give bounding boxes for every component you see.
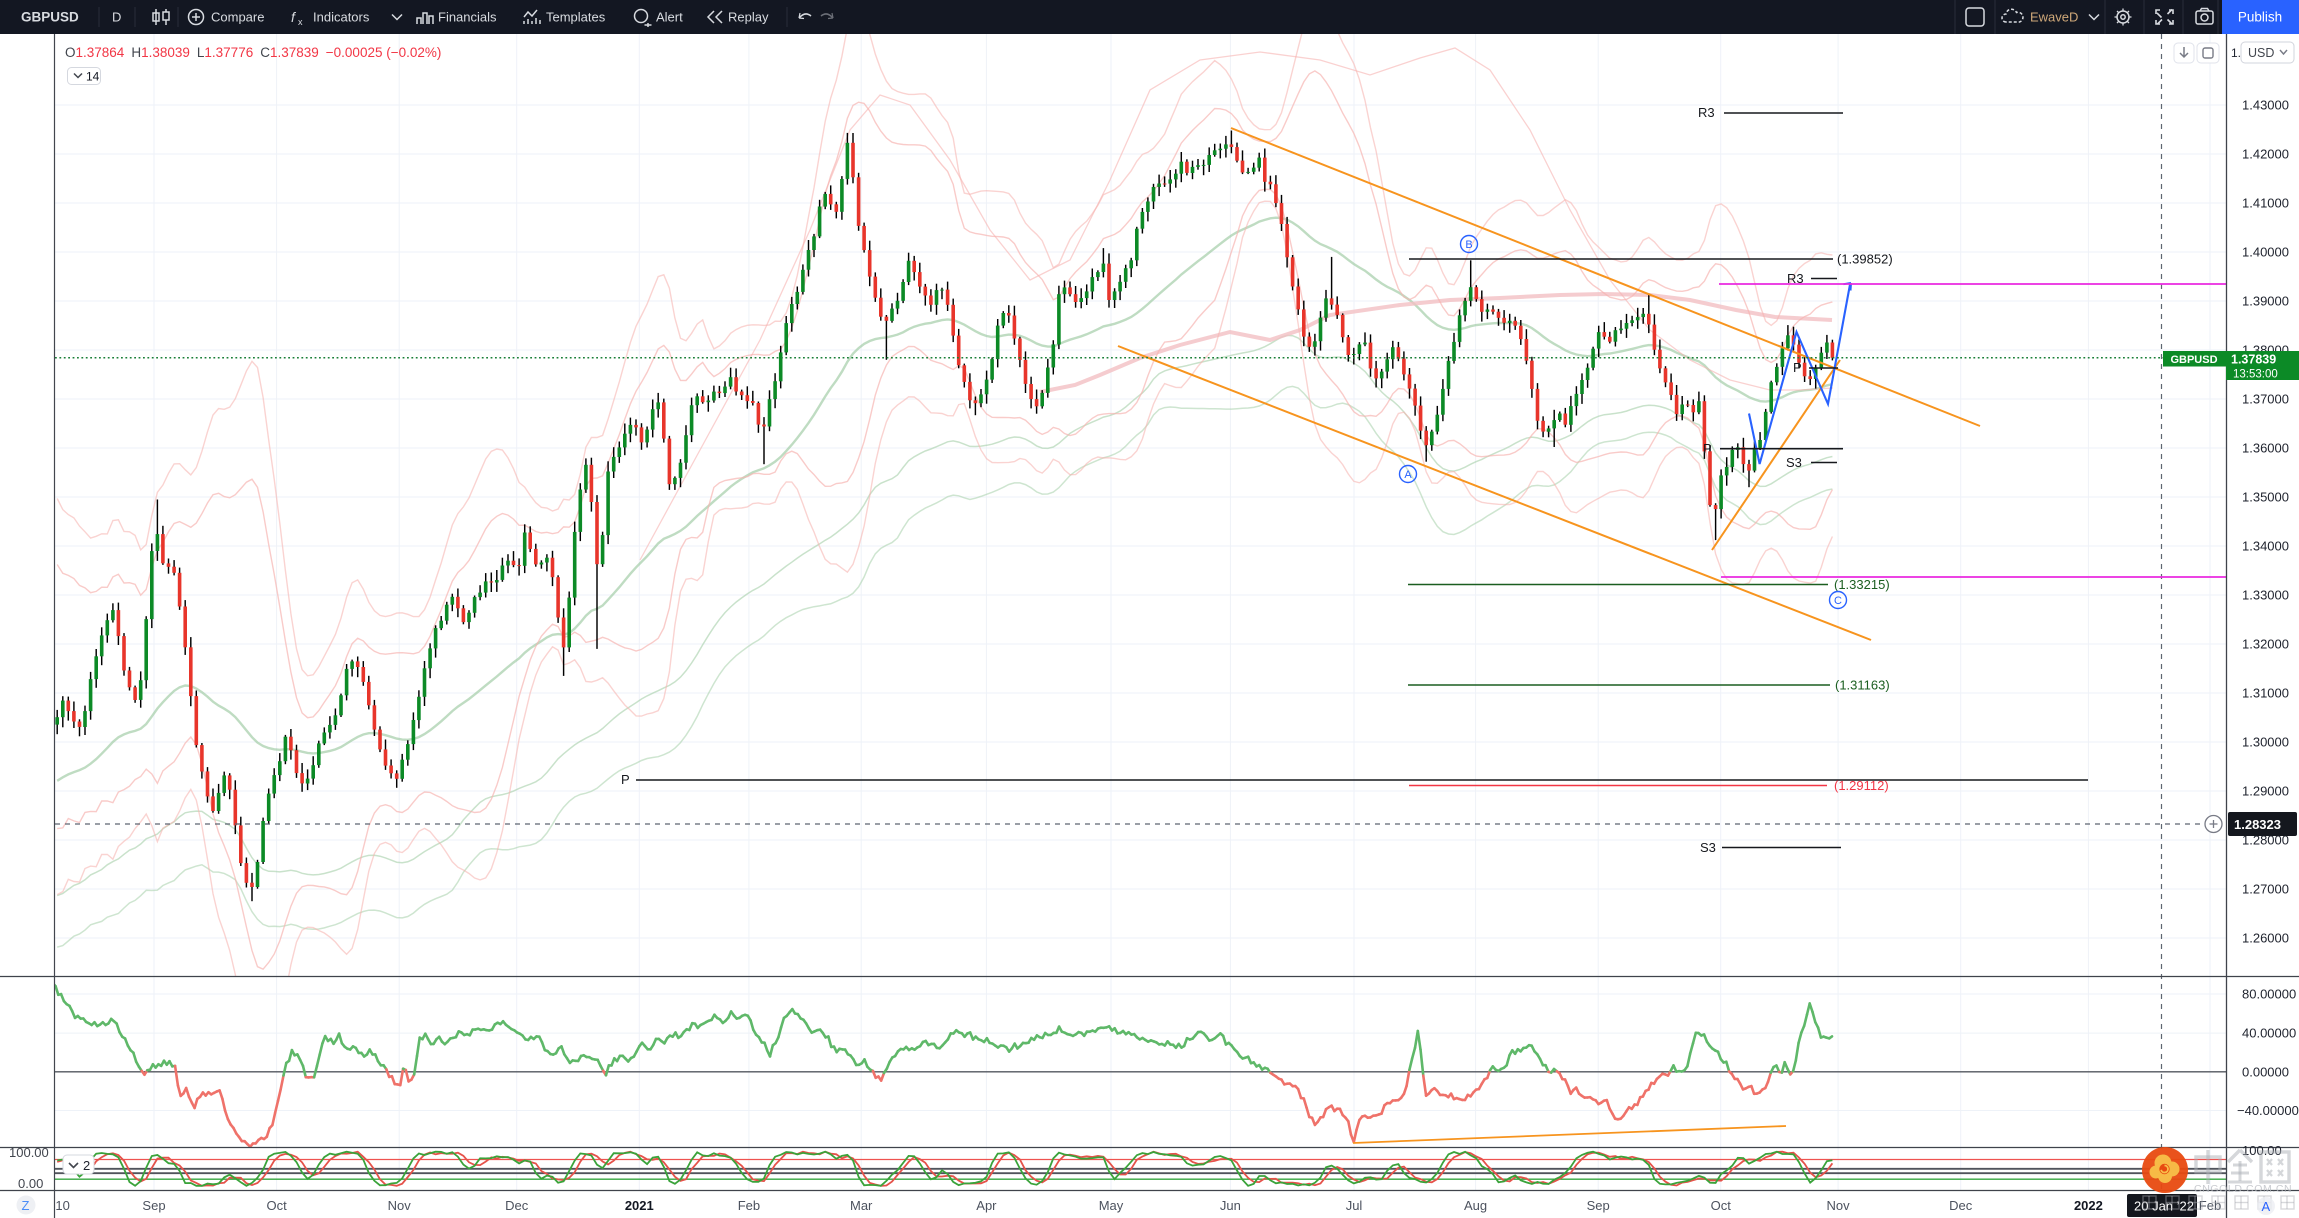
svg-text:USD: USD [2248,46,2274,60]
svg-text:0.00: 0.00 [18,1176,43,1191]
svg-text:Alert: Alert [656,10,683,25]
svg-text:f: f [291,9,297,25]
svg-text:1.37839: 1.37839 [2231,353,2276,367]
svg-text:1.33000: 1.33000 [2242,588,2289,603]
svg-text:1.27000: 1.27000 [2242,882,2289,897]
svg-text:S3: S3 [1786,455,1802,470]
svg-text:1.28323: 1.28323 [2234,817,2281,832]
svg-text:2022: 2022 [2074,1198,2103,1213]
svg-text:Replay: Replay [728,10,769,25]
svg-text:(1.39852): (1.39852) [1837,252,1893,267]
svg-text:1.32000: 1.32000 [2242,637,2289,652]
svg-text:(1.33215): (1.33215) [1834,577,1890,592]
svg-text:R3: R3 [1787,271,1804,286]
svg-text:P: P [1703,441,1712,456]
svg-text:1.34000: 1.34000 [2242,539,2289,554]
svg-text:Aug: Aug [1464,1198,1487,1213]
svg-text:Mar: Mar [850,1198,873,1213]
svg-text:(1.29112): (1.29112) [1834,778,1889,793]
svg-text:1.: 1. [2231,46,2241,60]
svg-text:May: May [1099,1198,1124,1213]
svg-text:Jun: Jun [1220,1198,1241,1213]
svg-text:C: C [1834,595,1842,607]
svg-text:100.00: 100.00 [9,1145,49,1160]
svg-text:Dec: Dec [505,1198,529,1213]
svg-text:0.00000: 0.00000 [2242,1065,2289,1080]
svg-text:10: 10 [55,1198,69,1213]
svg-text:GBPUSD: GBPUSD [21,10,79,25]
svg-text:2021: 2021 [625,1198,654,1213]
svg-text:13:53:00: 13:53:00 [2233,369,2278,381]
svg-text:B: B [1465,239,1472,251]
svg-text:−40.00000: −40.00000 [2237,1103,2299,1118]
svg-text:Financials: Financials [438,10,497,25]
svg-text:Sep: Sep [1587,1198,1610,1213]
svg-text:P: P [1793,360,1802,375]
svg-text:Oct: Oct [266,1198,287,1213]
svg-text:2: 2 [83,1158,90,1173]
svg-text:1.37000: 1.37000 [2242,392,2289,407]
svg-text:1.41000: 1.41000 [2242,196,2289,211]
svg-text:R3: R3 [1698,105,1715,120]
svg-text:20 Jan ’22: 20 Jan ’22 [2134,1199,2194,1214]
svg-text:1.40000: 1.40000 [2242,245,2289,260]
svg-text:Publish: Publish [2238,10,2282,25]
svg-text:Nov: Nov [1827,1198,1851,1213]
svg-text:Nov: Nov [388,1198,412,1213]
svg-text:1.36000: 1.36000 [2242,441,2289,456]
svg-text:1.35000: 1.35000 [2242,490,2289,505]
svg-text:1.30000: 1.30000 [2242,735,2289,750]
svg-text:Sep: Sep [142,1198,165,1213]
svg-text:P: P [621,772,630,787]
svg-text:A: A [1404,469,1412,481]
svg-text:Indicators: Indicators [313,10,370,25]
svg-text:1.28000: 1.28000 [2242,833,2289,848]
svg-text:A: A [2262,1199,2271,1214]
svg-text:1.42000: 1.42000 [2242,147,2289,162]
svg-text:Feb: Feb [2199,1198,2221,1213]
svg-text:Apr: Apr [976,1198,997,1213]
svg-text:Templates: Templates [546,10,606,25]
svg-text:Feb: Feb [738,1198,760,1213]
svg-text:CNGOLD.COM.CN: CNGOLD.COM.CN [2194,1183,2292,1195]
svg-text:EwaveD: EwaveD [2030,10,2078,25]
svg-text:S3: S3 [1700,840,1716,855]
svg-text:Jul: Jul [1346,1198,1363,1213]
svg-text:1.39000: 1.39000 [2242,294,2289,309]
svg-text:1.31000: 1.31000 [2242,686,2289,701]
svg-text:Compare: Compare [211,10,264,25]
svg-text:Oct: Oct [1711,1198,1732,1213]
svg-text:40.00000: 40.00000 [2242,1026,2296,1041]
svg-text:14: 14 [86,70,100,84]
svg-text:x: x [298,17,303,27]
svg-text:D: D [112,10,121,25]
svg-text:1.29000: 1.29000 [2242,784,2289,799]
svg-text:(1.31163): (1.31163) [1835,678,1890,693]
svg-text:Dec: Dec [1949,1198,1973,1213]
svg-text:1.26000: 1.26000 [2242,931,2289,946]
svg-text:Z: Z [22,1198,30,1213]
svg-text:1.43000: 1.43000 [2242,98,2289,113]
svg-text:GBPUSD: GBPUSD [2170,354,2217,366]
svg-text:80.00000: 80.00000 [2242,987,2296,1002]
